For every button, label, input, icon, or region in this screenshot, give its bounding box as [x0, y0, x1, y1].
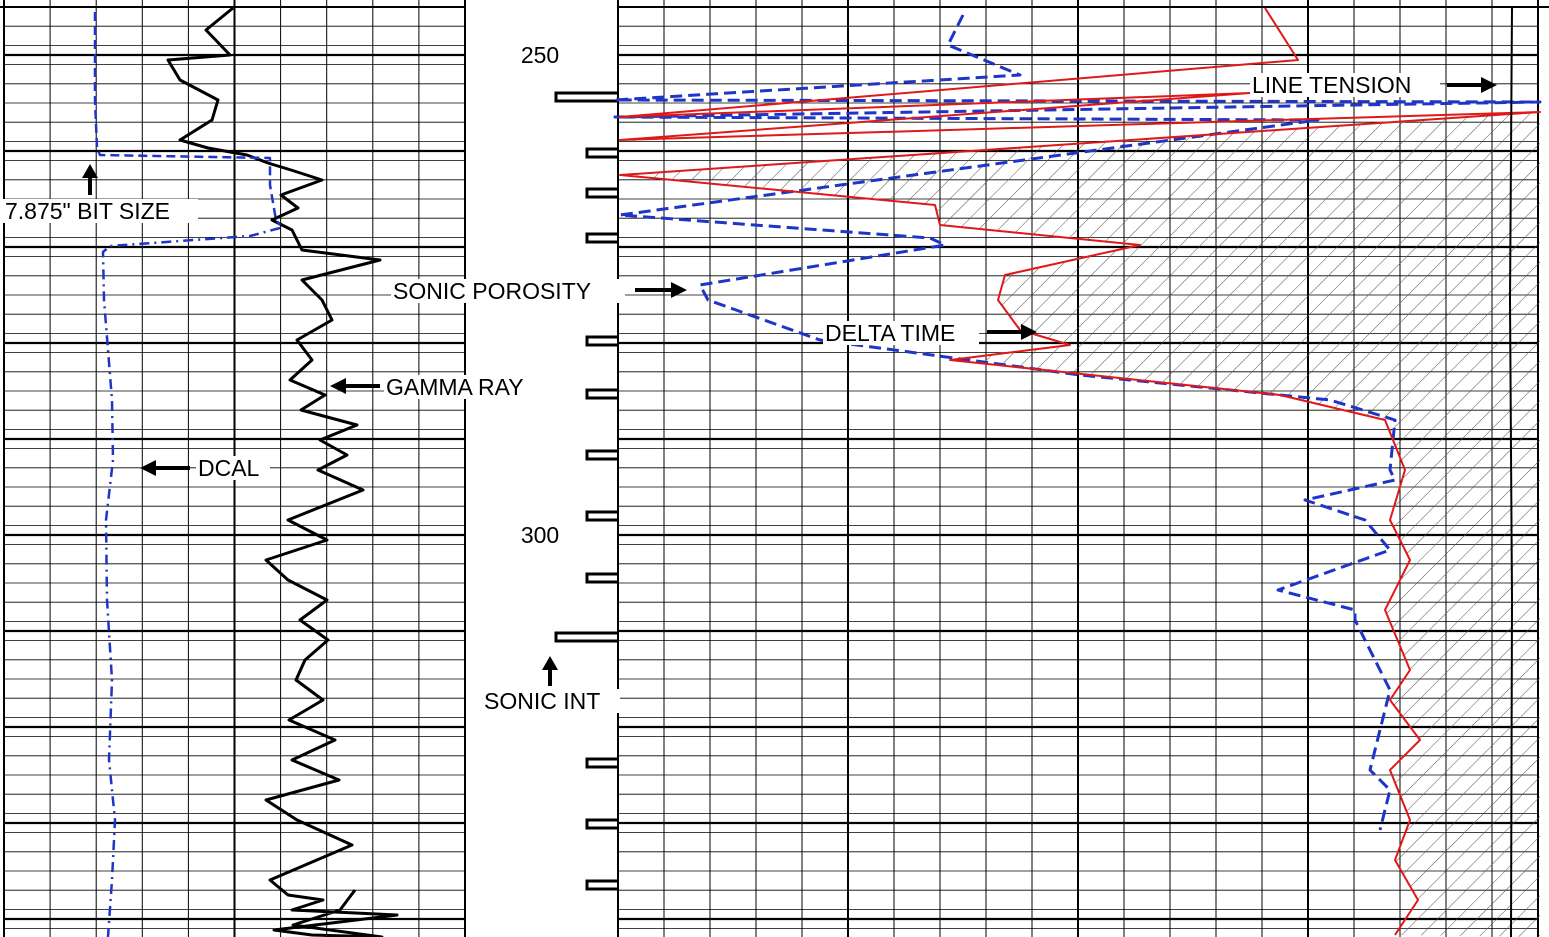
- depth-tick: [585, 388, 618, 400]
- sonic-porosity-arrow-icon: [635, 282, 687, 298]
- delta-time-shading: [620, 112, 1540, 937]
- track3-grid: [617, 0, 1549, 937]
- delta-time-curve: [619, 7, 1541, 936]
- depth-tick: [585, 147, 618, 159]
- depth-tick: [585, 818, 618, 830]
- depth-tick: [585, 449, 618, 461]
- dcal-arrow-icon: [140, 460, 190, 476]
- depth-tick: [554, 631, 618, 643]
- depth-tick: [585, 232, 618, 244]
- line-tension-label: LINE TENSION: [1252, 72, 1411, 98]
- log-curves: [93, 6, 1542, 937]
- labels: 250 300 7.875" BIT SIZE DCAL GAMMA RAY S…: [3, 42, 1440, 714]
- track1-grid: [0, 0, 466, 937]
- depth-tick: [585, 757, 618, 769]
- line-tension-curve: [1509, 7, 1513, 937]
- gamma-ray-arrow-icon: [330, 378, 380, 394]
- depth-tick: [585, 187, 618, 199]
- dcal-curve: [101, 226, 281, 937]
- depth-tick: [585, 879, 618, 891]
- depth-tick: [585, 572, 618, 584]
- gamma-ray-label: GAMMA RAY: [386, 374, 524, 400]
- bit-size-arrow-icon: [82, 164, 98, 195]
- depth-label-300: 300: [521, 522, 559, 548]
- bit-size-label: 7.875" BIT SIZE: [5, 198, 170, 224]
- depth-tick: [585, 335, 618, 347]
- annotation-arrows: [82, 77, 1497, 686]
- delta-time-arrow-icon: [987, 324, 1037, 340]
- delta-time-label: DELTA TIME: [825, 320, 955, 346]
- depth-label-250: 250: [521, 42, 559, 68]
- sonic-porosity-label: SONIC POROSITY: [393, 278, 591, 304]
- sonic-int-arrow-icon: [542, 656, 558, 686]
- line-tension-arrow-icon: [1447, 77, 1497, 93]
- sonic-int-label: SONIC INT: [484, 688, 600, 714]
- depth-tick: [554, 91, 618, 103]
- bit-size-curve: [93, 12, 281, 226]
- dcal-label: DCAL: [198, 455, 260, 481]
- gamma-ray-curve: [166, 6, 399, 937]
- depth-tick: [585, 510, 618, 522]
- depth-track-ticks: [554, 91, 618, 891]
